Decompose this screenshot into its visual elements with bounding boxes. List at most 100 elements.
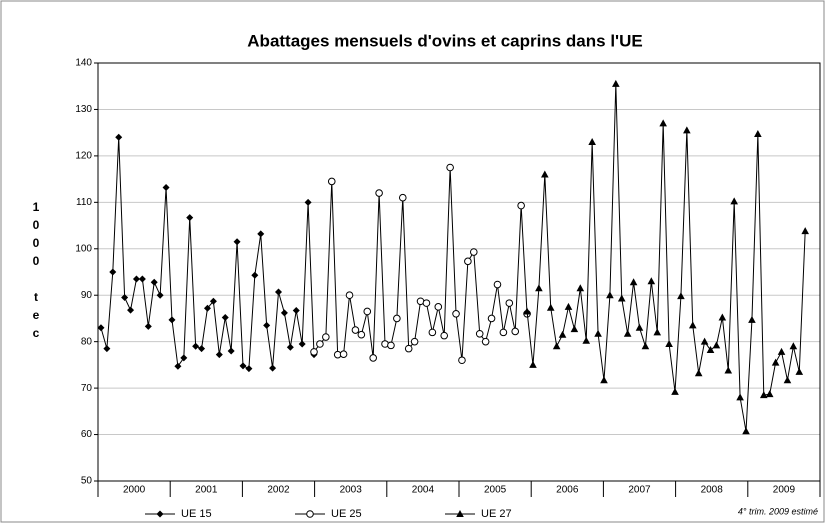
marker bbox=[736, 393, 744, 401]
x-tick-label: 2004 bbox=[412, 485, 435, 496]
marker bbox=[180, 354, 188, 362]
marker bbox=[742, 427, 750, 435]
marker bbox=[227, 347, 235, 355]
y-tick-label: 120 bbox=[75, 151, 92, 162]
marker bbox=[156, 510, 164, 518]
marker bbox=[162, 183, 170, 191]
marker bbox=[552, 342, 561, 350]
marker bbox=[239, 362, 247, 370]
marker bbox=[168, 316, 176, 324]
marker bbox=[783, 376, 792, 384]
x-tick-label: 2006 bbox=[556, 485, 579, 496]
marker bbox=[174, 362, 182, 370]
marker bbox=[398, 193, 407, 202]
marker bbox=[103, 345, 111, 353]
marker bbox=[275, 288, 282, 296]
marker bbox=[263, 321, 271, 329]
marker bbox=[316, 340, 324, 348]
marker bbox=[546, 303, 555, 311]
marker bbox=[706, 346, 715, 354]
marker bbox=[475, 329, 484, 338]
marker bbox=[404, 344, 413, 353]
marker bbox=[795, 367, 804, 375]
marker bbox=[186, 214, 194, 222]
x-tick-label: 2001 bbox=[195, 485, 218, 496]
marker bbox=[523, 307, 531, 315]
marker bbox=[535, 284, 543, 292]
marker bbox=[688, 321, 697, 329]
marker bbox=[363, 307, 372, 316]
marker bbox=[617, 294, 626, 302]
y-tick-label: 110 bbox=[76, 197, 92, 208]
marker bbox=[499, 328, 508, 337]
y-axis-label: 1000 tec bbox=[29, 200, 43, 344]
marker bbox=[659, 119, 667, 127]
marker bbox=[121, 294, 129, 302]
marker bbox=[203, 304, 211, 312]
marker bbox=[209, 297, 217, 305]
marker bbox=[298, 340, 306, 348]
marker bbox=[712, 341, 721, 349]
x-tick-label: 2000 bbox=[123, 485, 146, 496]
marker bbox=[748, 315, 756, 323]
marker bbox=[428, 328, 437, 337]
x-tick-label: 2005 bbox=[484, 485, 507, 496]
marker bbox=[677, 292, 685, 300]
marker bbox=[440, 331, 449, 340]
marker bbox=[724, 366, 733, 374]
marker bbox=[375, 189, 383, 197]
marker bbox=[517, 201, 525, 210]
x-tick-label: 2007 bbox=[628, 485, 651, 496]
marker bbox=[629, 278, 638, 286]
marker bbox=[310, 348, 318, 356]
marker bbox=[493, 280, 502, 289]
marker bbox=[345, 291, 354, 300]
marker bbox=[594, 329, 602, 337]
marker bbox=[322, 333, 330, 341]
y-tick-label: 70 bbox=[81, 383, 93, 394]
marker bbox=[156, 291, 164, 299]
marker bbox=[280, 309, 288, 317]
marker bbox=[771, 358, 780, 366]
marker bbox=[653, 328, 662, 336]
marker bbox=[730, 197, 738, 205]
marker bbox=[233, 238, 241, 246]
marker bbox=[718, 313, 727, 321]
marker bbox=[464, 257, 472, 266]
marker bbox=[304, 198, 312, 206]
marker bbox=[215, 351, 223, 359]
marker bbox=[97, 324, 105, 332]
marker bbox=[292, 307, 300, 315]
marker bbox=[641, 342, 650, 350]
marker bbox=[529, 360, 537, 368]
marker bbox=[422, 299, 431, 307]
x-tick-label: 2009 bbox=[773, 485, 796, 496]
marker bbox=[251, 271, 259, 279]
marker bbox=[541, 170, 549, 178]
marker bbox=[789, 342, 798, 350]
marker bbox=[481, 337, 490, 346]
y-tick-label: 140 bbox=[75, 58, 92, 69]
y-tick-label: 50 bbox=[81, 476, 93, 487]
marker bbox=[410, 337, 419, 346]
marker bbox=[393, 314, 401, 323]
marker bbox=[671, 387, 679, 395]
marker bbox=[339, 350, 348, 359]
marker bbox=[694, 369, 703, 377]
marker bbox=[306, 510, 314, 518]
marker bbox=[221, 314, 229, 322]
marker bbox=[456, 510, 464, 517]
marker bbox=[564, 302, 573, 310]
legend-label: UE 25 bbox=[331, 508, 362, 520]
marker bbox=[458, 356, 466, 365]
marker bbox=[647, 277, 656, 285]
marker bbox=[127, 306, 135, 314]
marker bbox=[446, 163, 454, 172]
marker bbox=[765, 390, 774, 398]
marker bbox=[245, 365, 253, 373]
marker bbox=[257, 230, 265, 238]
marker bbox=[606, 291, 614, 299]
marker bbox=[115, 133, 123, 141]
